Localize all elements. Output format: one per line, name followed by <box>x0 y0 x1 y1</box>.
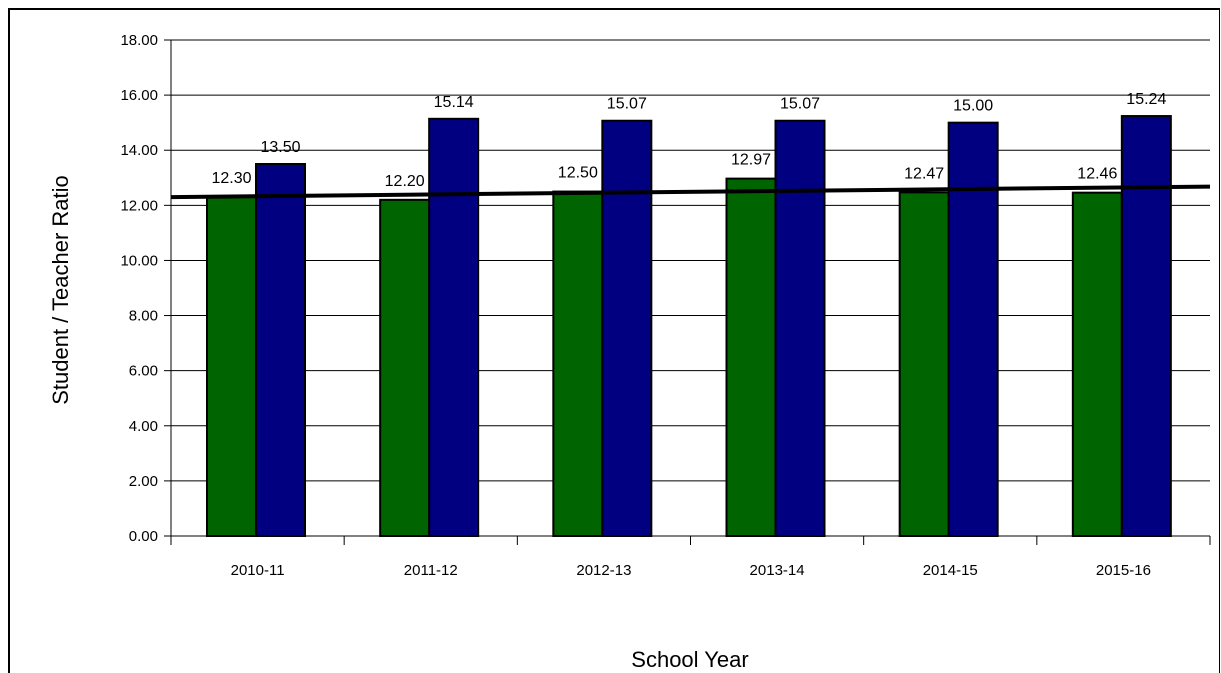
data-label: 12.47 <box>904 165 944 182</box>
y-tick-label: 16.00 <box>120 87 158 104</box>
x-tick-label: 2011-12 <box>404 562 458 579</box>
data-label: 12.20 <box>385 173 425 190</box>
y-axis-title: Student / Teacher Ratio <box>48 175 73 405</box>
data-label: 15.24 <box>1126 91 1166 108</box>
y-tick-label: 12.00 <box>120 197 158 214</box>
data-label: 12.46 <box>1077 166 1117 183</box>
bar-series-1 <box>1071 191 1123 537</box>
data-label: 15.07 <box>780 96 820 113</box>
x-tick-label: 2012-13 <box>576 562 631 579</box>
y-tick-label: 4.00 <box>129 418 158 435</box>
data-label: 15.14 <box>434 94 474 111</box>
y-tick-label: 2.00 <box>129 473 158 490</box>
x-axis-title: School Year <box>631 647 748 672</box>
data-label: 12.30 <box>211 170 251 187</box>
y-tick-label: 14.00 <box>120 142 158 159</box>
bar-series-2 <box>1120 115 1172 537</box>
y-tick-label: 18.00 <box>120 32 158 49</box>
data-labels: 12.30 12.20 12.50 12.97 12.47 12.46 13.50 15.14… <box>211 91 1166 190</box>
bar-series-2 <box>947 121 999 538</box>
bar-series-2 <box>255 163 306 537</box>
bar-series-2 <box>428 117 480 537</box>
bars <box>206 115 1172 538</box>
bar-series-1 <box>206 196 257 537</box>
x-tick-label: 2015-16 <box>1096 562 1151 579</box>
y-tick-label: 10.00 <box>120 252 158 269</box>
data-label: 15.07 <box>607 96 647 113</box>
bar-series-1 <box>552 190 604 538</box>
data-label: 12.97 <box>731 152 771 169</box>
trendline <box>170 184 1211 200</box>
chart-frame <box>8 8 1220 673</box>
data-label: 12.50 <box>558 165 598 182</box>
y-tick-label: 8.00 <box>129 308 158 325</box>
bar-series-1 <box>379 198 431 537</box>
trendline-group <box>170 184 1211 200</box>
x-tick-label: 2014-15 <box>923 562 978 579</box>
gridlines <box>171 39 1210 482</box>
y-tick-label: 6.00 <box>129 363 158 380</box>
data-label: 13.50 <box>260 139 300 156</box>
bar-series-2 <box>774 119 826 537</box>
data-label: 15.00 <box>953 98 993 115</box>
axes: 0.00 2.00 4.00 6.00 8.00 10.00 12.00 14.00 16.00… <box>120 32 1211 579</box>
y-tick-label: 0.00 <box>129 528 158 545</box>
x-tick-label: 2010-11 <box>231 562 285 579</box>
bar-series-2 <box>601 119 653 537</box>
bar-series-1 <box>898 191 950 537</box>
x-tick-label: 2013-14 <box>750 562 805 579</box>
bar-series-1 <box>725 177 777 538</box>
